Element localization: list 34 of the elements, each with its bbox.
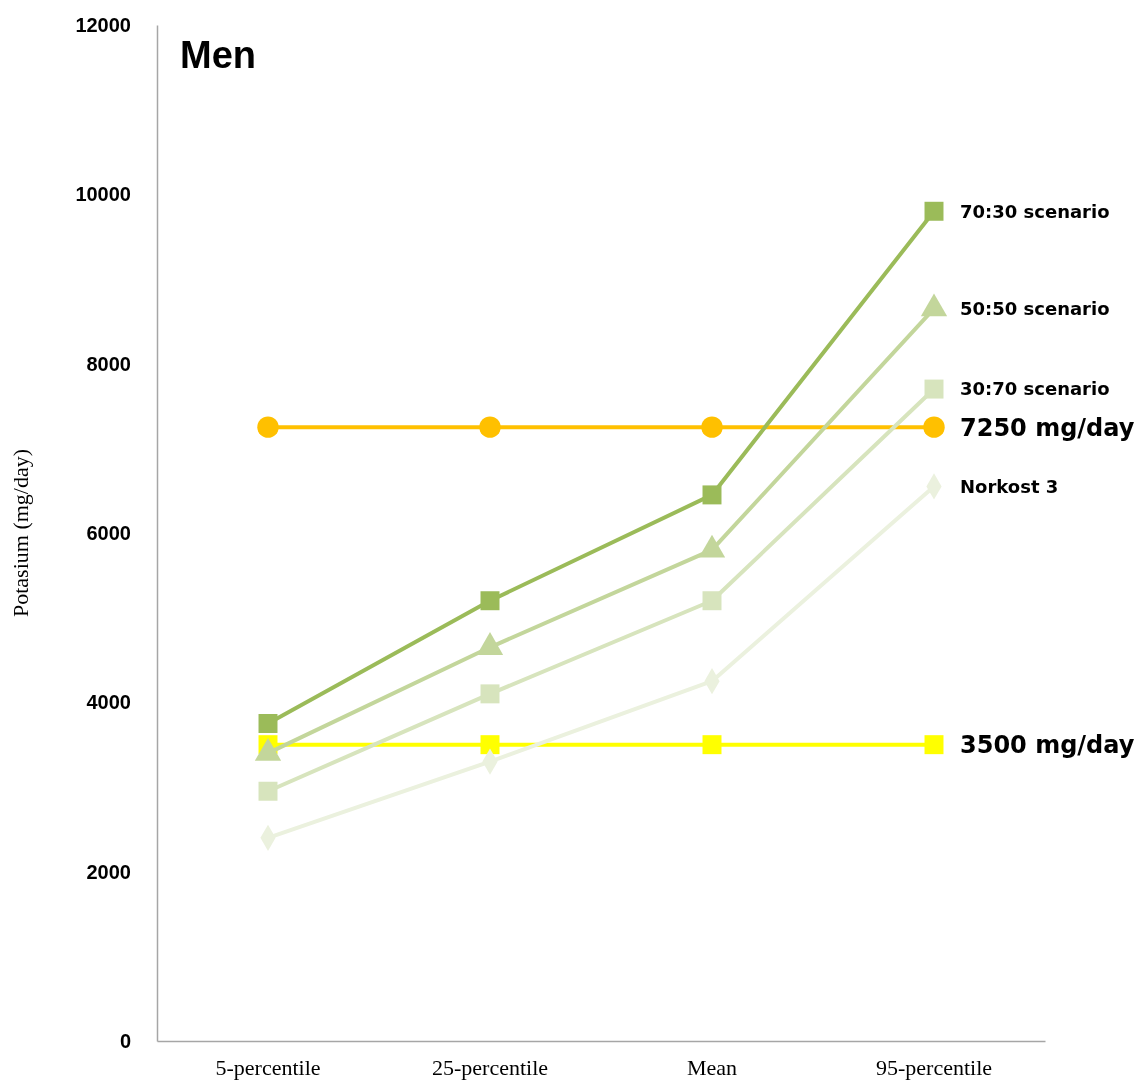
point xyxy=(923,416,945,438)
chart-title: Men xyxy=(180,34,256,76)
series-label: Norkost 3 xyxy=(960,475,1059,497)
point xyxy=(258,714,278,733)
y-axis-title: Potasium (mg/day) xyxy=(8,448,33,618)
y-tick-label: 8000 xyxy=(86,352,131,375)
series-label: 30:70 scenario xyxy=(960,378,1110,400)
x-tick-label: Mean xyxy=(686,1054,738,1080)
point xyxy=(257,416,279,438)
y-tick-label: 0 xyxy=(119,1029,131,1052)
y-tick-label: 6000 xyxy=(86,521,131,544)
series-label: 3500 mg/day xyxy=(960,731,1135,760)
y-tick-label: 10000 xyxy=(75,183,131,206)
point xyxy=(480,735,500,755)
x-tick-label: 95-percentile xyxy=(875,1054,993,1080)
y-tick-label: 4000 xyxy=(86,691,131,714)
point xyxy=(258,781,278,801)
x-tick-label: 25-percentile xyxy=(431,1054,549,1080)
point xyxy=(924,201,944,221)
series-label: 50:50 scenario xyxy=(960,297,1110,319)
point xyxy=(702,485,722,505)
point xyxy=(702,591,722,611)
series-label: 7250 mg/day xyxy=(960,413,1135,442)
point xyxy=(480,684,500,704)
point xyxy=(701,416,723,438)
point xyxy=(480,591,500,611)
y-tick-label: 12000 xyxy=(75,13,131,36)
y-tick-label: 2000 xyxy=(86,860,131,883)
point xyxy=(702,735,722,755)
point xyxy=(924,379,944,399)
x-tick-label: 5-percentile xyxy=(215,1054,321,1080)
point xyxy=(479,416,501,438)
series-label: 70:30 scenario xyxy=(960,200,1110,222)
point xyxy=(924,735,944,755)
